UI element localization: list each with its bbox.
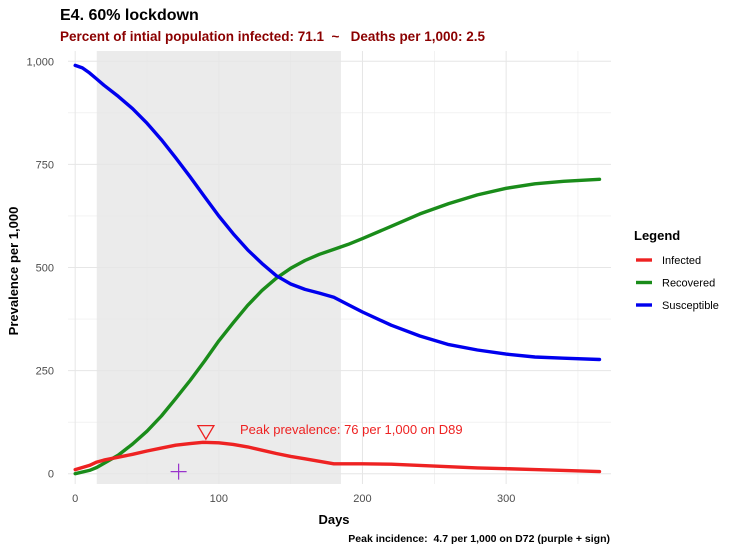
legend-item-recovered: Recovered xyxy=(636,278,715,290)
grid-layer xyxy=(68,51,611,484)
marker-layer xyxy=(170,424,216,480)
y-tick-labels: 0 250 500 750 1,000 xyxy=(26,56,54,480)
legend-label: Infected xyxy=(662,255,701,267)
x-tick-labels: 0 100 200 300 xyxy=(72,493,515,505)
legend-item-infected: Infected xyxy=(636,255,701,267)
legend-label: Susceptible xyxy=(662,300,719,312)
x-tick-label: 300 xyxy=(497,493,515,505)
y-tick-label: 1,000 xyxy=(26,56,54,68)
peak-incidence-caption: Peak incidence: 4.7 per 1,000 on D72 (pu… xyxy=(348,533,610,545)
y-tick-label: 250 xyxy=(36,366,54,378)
y-tick-label: 0 xyxy=(48,469,54,481)
legend-title: Legend xyxy=(634,228,680,243)
series-line-recovered xyxy=(73,177,602,476)
peak-prevalence-annotation: Peak prevalence: 76 per 1,000 on D89 xyxy=(240,422,463,437)
y-axis-title: Prevalence per 1,000 xyxy=(6,207,21,336)
peak-incidence-marker xyxy=(170,463,187,480)
series-line-infected xyxy=(73,440,602,474)
legend-items: Infected Recovered Susceptible xyxy=(636,255,719,312)
y-tick-label: 500 xyxy=(36,263,54,275)
x-tick-label: 100 xyxy=(210,493,228,505)
legend: Legend Infected Recovered Susceptible xyxy=(634,228,719,312)
peak-prevalence-marker xyxy=(196,424,216,441)
x-axis-title: Days xyxy=(318,512,349,527)
x-tick-label: 0 xyxy=(72,493,78,505)
x-tick-label: 200 xyxy=(353,493,371,505)
y-tick-label: 750 xyxy=(36,159,54,171)
chart-subtitle: Percent of intial population infected: 7… xyxy=(60,29,485,44)
legend-label: Recovered xyxy=(662,278,715,290)
chart-title: E4. 60% lockdown xyxy=(60,7,199,24)
legend-item-susceptible: Susceptible xyxy=(636,300,719,312)
series-line-susceptible xyxy=(73,63,602,362)
series-layer xyxy=(73,63,602,476)
